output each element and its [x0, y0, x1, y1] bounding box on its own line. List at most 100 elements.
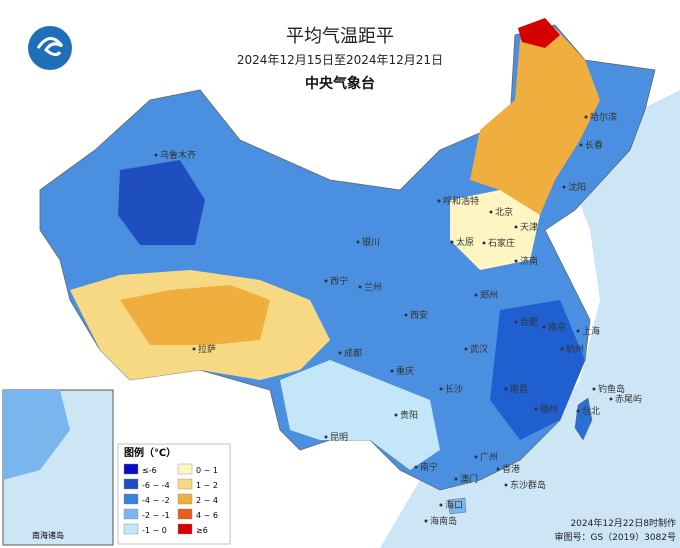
legend-label: -4 ~ -2 — [142, 496, 170, 505]
city-dot — [534, 407, 538, 411]
city-dot — [504, 387, 508, 391]
legend-label: -2 ~ -1 — [142, 511, 170, 520]
title: 平均气温距平 — [286, 26, 394, 47]
city-label: 银川 — [362, 236, 380, 248]
legend-swatch — [123, 508, 139, 520]
taiwan — [574, 397, 593, 441]
city-dot — [356, 240, 360, 244]
city-dot — [609, 397, 613, 401]
legend-label: 0 ~ 1 — [196, 466, 218, 475]
city-label: 西宁 — [330, 275, 348, 287]
city-label: 东沙群岛 — [510, 479, 546, 491]
inset-land — [3, 390, 70, 480]
city-label: 广州 — [480, 451, 498, 463]
city-dot — [414, 465, 418, 469]
city-dot — [562, 185, 566, 189]
city-label: 上海 — [582, 325, 600, 337]
city-dot — [192, 347, 196, 351]
city-label: 海南岛 — [430, 515, 457, 527]
city-label: 贵阳 — [400, 409, 418, 421]
city-dot — [474, 293, 478, 297]
city-label: 呼和浩特 — [443, 195, 479, 207]
city-label: 南宁 — [420, 461, 438, 473]
legend-label: ≤-6 — [142, 466, 157, 475]
city-label: 昆明 — [330, 432, 348, 443]
city-dot — [358, 285, 362, 289]
subtitle: 2024年12月15日至2024年12月21日 — [237, 53, 443, 67]
inset-label: 南海诸岛 — [32, 530, 64, 540]
city-label: 台北 — [582, 405, 600, 417]
city-label: 成都 — [344, 347, 362, 359]
anomaly-northeast — [470, 28, 600, 215]
city-dot — [154, 153, 158, 157]
anomaly-tibet-core — [120, 285, 270, 345]
legend-label: -6 ~ -4 — [142, 481, 170, 490]
city-label: 钓鱼岛 — [598, 383, 625, 395]
city-dot — [584, 115, 588, 119]
city-label: 长沙 — [445, 383, 463, 395]
legend-swatch — [177, 463, 193, 475]
legend-label: -1 ~ 0 — [142, 526, 167, 535]
city-label: 南京 — [548, 321, 566, 333]
city-dot — [482, 241, 486, 245]
city-label: 重庆 — [396, 365, 414, 377]
city-label: 澳门 — [460, 473, 478, 485]
city-dot — [579, 143, 583, 147]
city-dot — [437, 199, 441, 203]
city-label: 海口 — [445, 499, 463, 511]
city-dot — [439, 503, 443, 507]
logo-mark — [36, 37, 64, 57]
city-dot — [489, 210, 493, 214]
legend-swatch — [123, 478, 139, 490]
legend-swatch — [177, 493, 193, 505]
anomaly-north — [450, 190, 540, 270]
city-label: 乌鲁木齐 — [160, 149, 196, 161]
city-label: 武汉 — [470, 343, 488, 355]
legend-swatch — [177, 523, 193, 535]
city-label: 兰州 — [364, 281, 382, 293]
city-dot — [338, 351, 342, 355]
city-dot — [542, 325, 546, 329]
city-label: 太原 — [456, 236, 474, 248]
agency: 中央气象台 — [305, 75, 375, 92]
anomaly-southeast — [490, 300, 585, 440]
city-dot — [474, 455, 478, 459]
city-dot — [454, 477, 458, 481]
city-label: 杭州 — [566, 343, 584, 355]
city-dot — [560, 347, 564, 351]
city-dot — [324, 435, 328, 439]
footer-approval: 审图号：GS（2019）3082号 — [555, 531, 677, 543]
anomaly-max — [518, 18, 560, 48]
anomaly-southwest — [280, 360, 440, 470]
legend-swatch — [177, 478, 193, 490]
city-label: 拉萨 — [198, 343, 216, 355]
anomaly-xinjiang — [118, 160, 205, 245]
city-label: 香港 — [502, 463, 520, 475]
legend-swatch — [123, 463, 139, 475]
city-dot — [450, 240, 454, 244]
legend-label: ≥6 — [196, 526, 208, 535]
logo — [28, 26, 72, 70]
city-label: 石家庄 — [488, 237, 515, 249]
city-dot — [390, 369, 394, 373]
city-dot — [576, 409, 580, 413]
legend-swatch — [177, 508, 193, 520]
legend-swatch — [123, 493, 139, 505]
legend-title: 图例（℃） — [124, 446, 176, 459]
city-label: 赤尾屿 — [615, 394, 642, 405]
city-label: 哈尔滨 — [590, 111, 617, 123]
city-label: 天津 — [520, 222, 538, 233]
city-dot — [464, 347, 468, 351]
city-dot — [514, 259, 518, 263]
city-dot — [576, 329, 580, 333]
legend-label: 2 ~ 4 — [196, 496, 218, 505]
city-label: 济南 — [520, 255, 538, 267]
city-label: 南昌 — [510, 383, 528, 395]
city-label: 长春 — [585, 139, 603, 151]
city-dot — [514, 320, 518, 324]
city-label: 沈阳 — [568, 181, 586, 193]
city-dot — [504, 483, 508, 487]
city-dot — [424, 519, 428, 523]
